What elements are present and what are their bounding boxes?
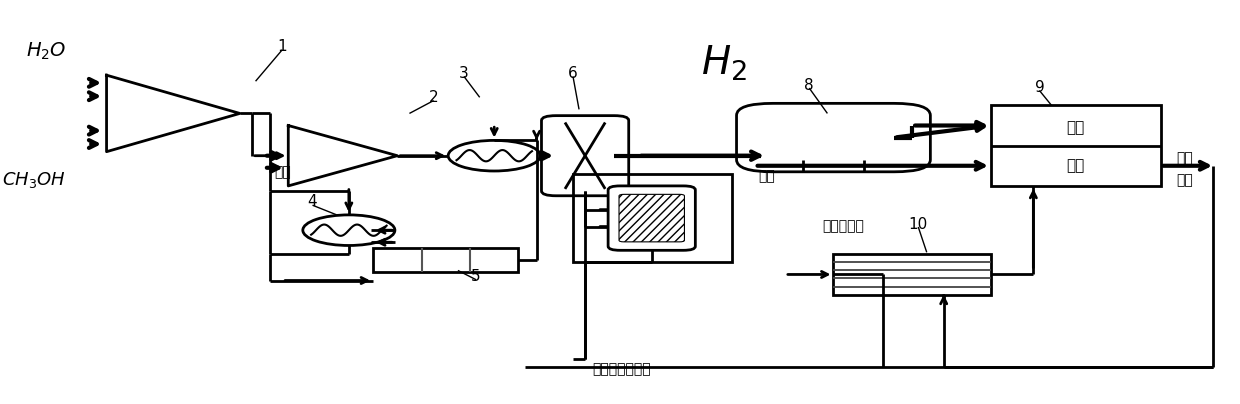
Text: 3: 3 [459, 66, 469, 81]
Bar [833, 255, 991, 295]
Text: 8: 8 [805, 78, 813, 93]
Text: 阴极: 阴极 [1066, 158, 1085, 173]
FancyBboxPatch shape [619, 194, 684, 242]
Bar [373, 248, 518, 272]
Text: 9: 9 [1034, 80, 1044, 95]
Text: $H_2$: $H_2$ [702, 44, 748, 83]
Text: $CH_3OH$: $CH_3OH$ [2, 170, 66, 190]
Text: 空气: 空气 [759, 169, 775, 183]
Text: 阳极: 阳极 [1066, 120, 1085, 135]
Bar [573, 174, 732, 262]
Text: 阴极: 阴极 [1177, 151, 1193, 165]
Text: 7: 7 [683, 190, 693, 206]
Text: 6: 6 [568, 66, 578, 81]
FancyBboxPatch shape [608, 186, 696, 250]
Text: 未消耗完的氢气: 未消耗完的氢气 [593, 362, 651, 376]
Text: 排气: 排气 [1177, 173, 1193, 187]
Text: $H_2O$: $H_2O$ [26, 40, 66, 62]
Text: 水冷却系统: 水冷却系统 [822, 219, 864, 233]
Text: 2: 2 [429, 90, 439, 105]
Bar [991, 105, 1161, 186]
Text: 空气: 空气 [274, 165, 290, 179]
Text: 4: 4 [308, 194, 317, 210]
Text: 5: 5 [471, 269, 481, 284]
Text: 10: 10 [909, 217, 928, 231]
Text: 1: 1 [278, 40, 286, 55]
